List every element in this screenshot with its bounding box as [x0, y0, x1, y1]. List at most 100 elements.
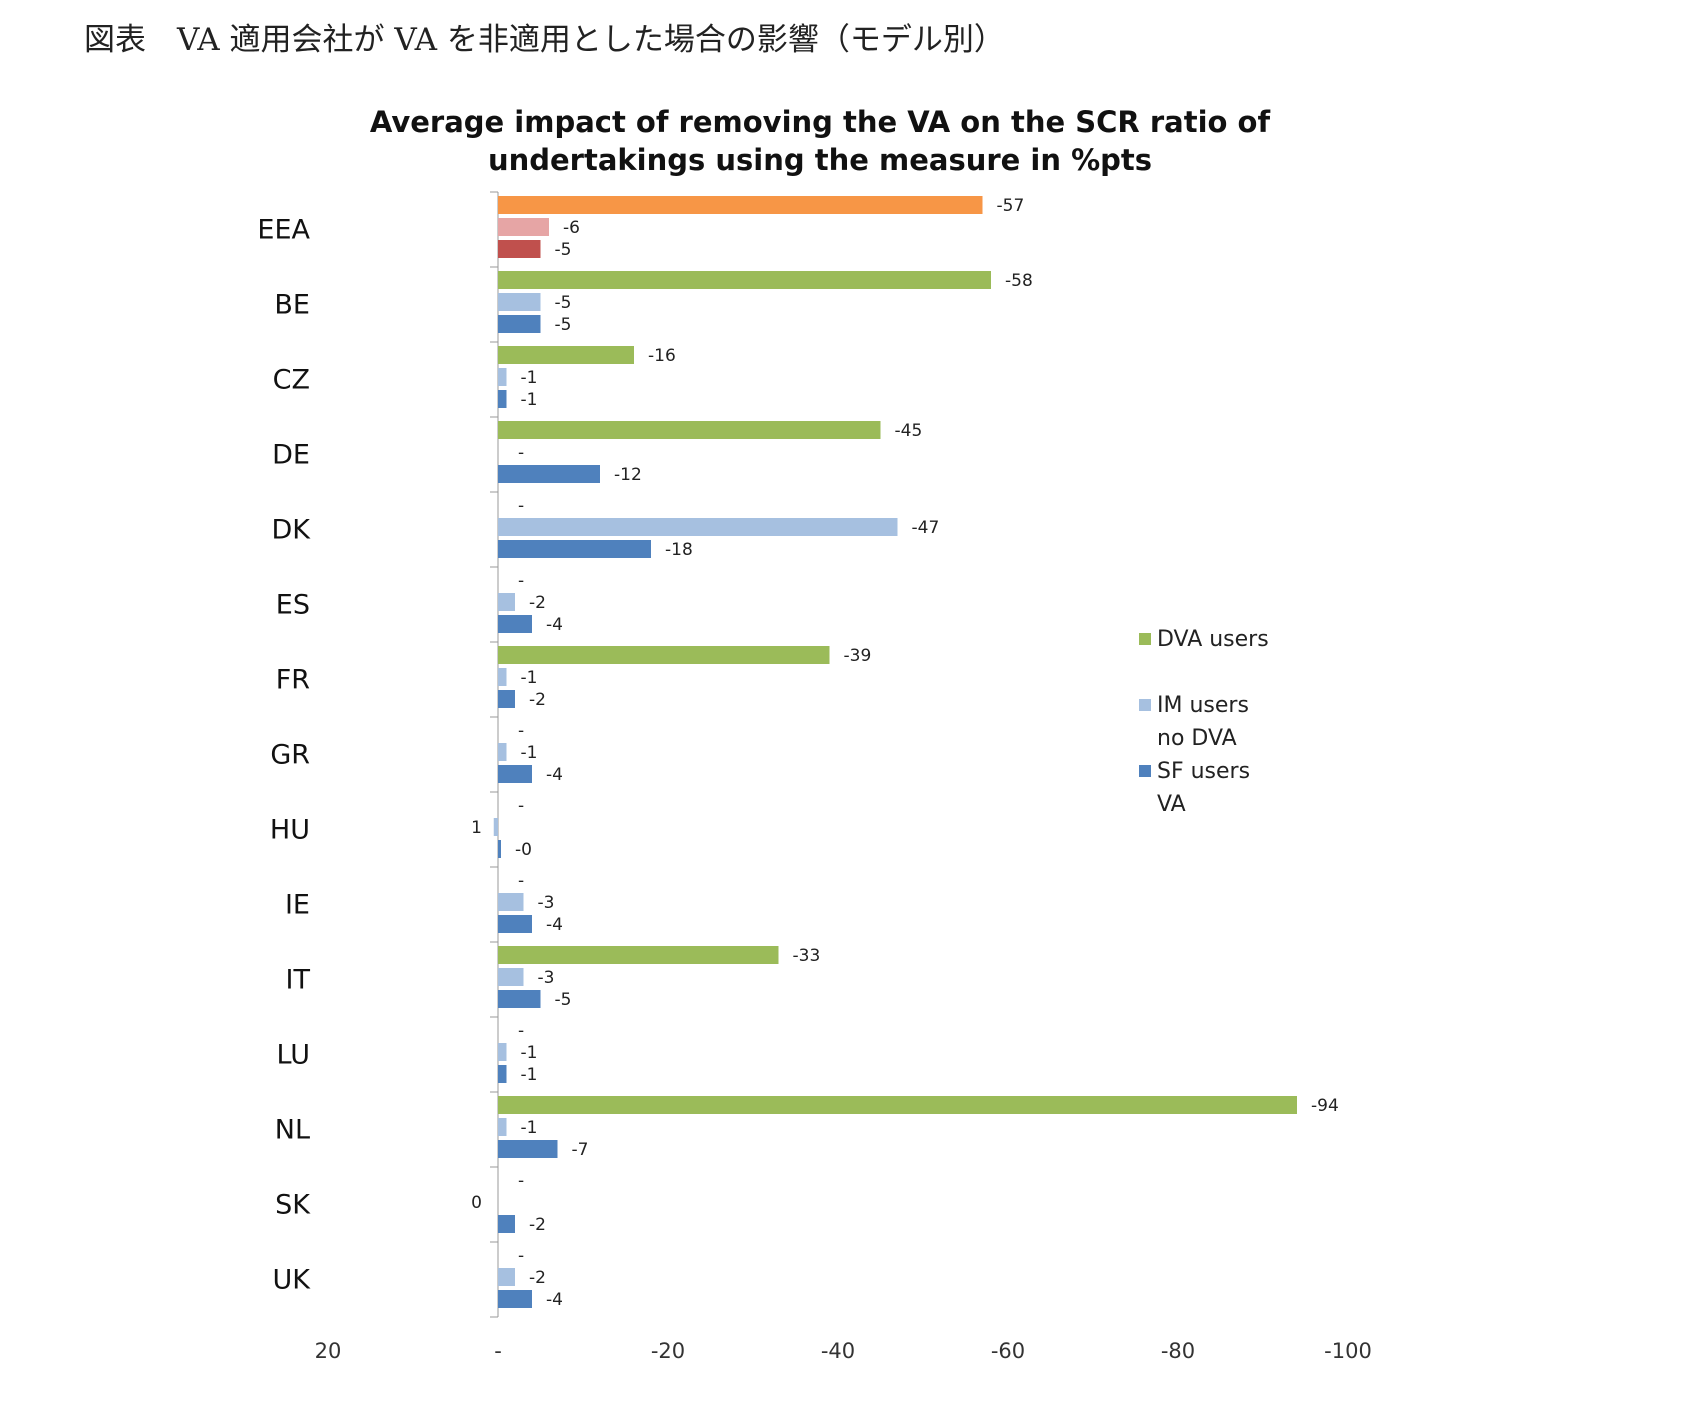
data-label-eea-sf-users-va: -5 — [555, 240, 572, 260]
x-tick-label: -80 — [1161, 1339, 1195, 1363]
chart-title: Average impact of removing the VA on the… — [370, 105, 1271, 177]
legend-swatch-dva-users — [1139, 633, 1151, 645]
data-label-hu-im-users-no-dva: 1 — [471, 818, 482, 838]
data-label-hu-sf-users-va: -0 — [515, 840, 532, 860]
data-label-be-sf-users-va: -5 — [555, 315, 572, 335]
data-label-gr-sf-users-va: -4 — [546, 765, 563, 785]
data-label-ie-dva-users: - — [518, 871, 524, 891]
bar-it-dva-users — [498, 946, 779, 964]
bar-fr-dva-users — [498, 646, 830, 664]
category-label-uk: UK — [273, 1265, 312, 1296]
chart-category-labels: EEA BE CZ DE DK ES FR GR HU IE IT LU NL SK UK — [257, 215, 311, 1296]
category-label-de: DE — [272, 440, 310, 471]
bar-lu-sf-users-va — [498, 1065, 507, 1083]
bar-ie-sf-users-va — [498, 915, 532, 933]
bar-eea-sf-users-va — [498, 240, 541, 258]
bar-it-im-users-no-dva — [498, 968, 524, 986]
data-label-uk-dva-users: - — [518, 1246, 524, 1266]
data-label-de-sf-users-va: -12 — [614, 465, 642, 485]
bar-gr-im-users-no-dva — [498, 743, 507, 761]
data-label-nl-sf-users-va: -7 — [572, 1140, 589, 1160]
bar-es-sf-users-va — [498, 615, 532, 633]
bar-nl-sf-users-va — [498, 1140, 558, 1158]
bar-gr-sf-users-va — [498, 765, 532, 783]
bar-de-dva-users — [498, 421, 881, 439]
category-label-hu: HU — [270, 815, 310, 846]
data-label-fr-sf-users-va: -2 — [529, 690, 546, 710]
category-label-eea: EEA — [257, 215, 310, 246]
bar-be-dva-users — [498, 271, 991, 289]
data-label-gr-dva-users: - — [518, 721, 524, 741]
bar-it-sf-users-va — [498, 990, 541, 1008]
category-label-nl: NL — [275, 1115, 310, 1146]
chart-title-line: undertakings using the measure in %pts — [488, 143, 1152, 177]
data-label-de-im-users-no-dva: - — [518, 443, 524, 463]
data-label-es-sf-users-va: -4 — [546, 615, 563, 635]
data-label-uk-im-users-no-dva: -2 — [529, 1268, 546, 1288]
bar-be-im-users-no-dva — [498, 293, 541, 311]
chart-axes — [490, 191, 499, 1318]
category-label-cz: CZ — [273, 365, 310, 396]
legend-label-im-users-no-dva: no DVA — [1157, 726, 1237, 751]
legend-swatch-sf-users-va — [1139, 765, 1151, 777]
legend-label-dva-users: DVA users — [1157, 627, 1269, 652]
category-label-be: BE — [274, 290, 310, 321]
data-label-sk-sf-users-va: -2 — [529, 1215, 546, 1235]
data-label-be-im-users-no-dva: -5 — [555, 293, 572, 313]
category-label-fr: FR — [276, 665, 310, 696]
data-label-cz-sf-users-va: -1 — [521, 390, 538, 410]
x-tick-label: -40 — [821, 1339, 855, 1363]
data-label-dk-dva-users: - — [518, 496, 524, 516]
category-label-lu: LU — [277, 1040, 310, 1071]
legend-swatch-im-users-no-dva — [1139, 699, 1151, 711]
bar-nl-im-users-no-dva — [498, 1118, 507, 1136]
data-label-es-dva-users: - — [518, 571, 524, 591]
bar-nl-dva-users — [498, 1096, 1297, 1114]
x-tick-label: 20 — [315, 1339, 342, 1363]
data-label-fr-im-users-no-dva: -1 — [521, 668, 538, 688]
data-label-it-im-users-no-dva: -3 — [538, 968, 555, 988]
bar-dk-im-users-no-dva — [498, 518, 898, 536]
data-label-nl-dva-users: -94 — [1311, 1096, 1339, 1116]
data-label-hu-dva-users: - — [518, 796, 524, 816]
chart-title-line: Average impact of removing the VA on the… — [370, 105, 1271, 139]
category-label-ie: IE — [285, 890, 310, 921]
bar-ie-im-users-no-dva — [498, 893, 524, 911]
legend-label-sf-users-va: VA — [1157, 792, 1186, 817]
chart-legend: DVA users IM users no DVA SF users VA — [1139, 627, 1269, 817]
data-label-ie-sf-users-va: -4 — [546, 915, 563, 935]
data-label-cz-im-users-no-dva: -1 — [521, 368, 538, 388]
bar-cz-sf-users-va — [498, 390, 507, 408]
category-label-it: IT — [286, 965, 311, 996]
category-label-sk: SK — [275, 1190, 311, 1221]
bar-be-sf-users-va — [498, 315, 541, 333]
category-label-es: ES — [276, 590, 310, 621]
bar-es-im-users-no-dva — [498, 593, 515, 611]
data-label-eea-dva-users: -57 — [997, 196, 1025, 216]
data-label-sk-dva-users: - — [518, 1171, 524, 1191]
chart-bars — [493, 196, 1297, 1308]
legend-label-sf-users-va: SF users — [1157, 759, 1250, 784]
bar-eea-im-users-no-dva — [498, 218, 549, 236]
data-label-sk-im-users-no-dva: 0 — [471, 1193, 482, 1213]
x-tick-label: -60 — [991, 1339, 1025, 1363]
bar-uk-im-users-no-dva — [498, 1268, 515, 1286]
category-label-gr: GR — [270, 740, 310, 771]
document-caption: 図表 VA 適用会社が VA を非適用とした場合の影響（モデル別） — [84, 22, 1005, 58]
bar-hu-im-users-no-dva — [493, 818, 498, 836]
bar-eea-dva-users — [498, 196, 983, 214]
bar-sk-sf-users-va — [498, 1215, 515, 1233]
data-label-nl-im-users-no-dva: -1 — [521, 1118, 538, 1138]
data-label-it-dva-users: -33 — [793, 946, 821, 966]
data-label-uk-sf-users-va: -4 — [546, 1290, 563, 1310]
bar-dk-sf-users-va — [498, 540, 651, 558]
data-label-lu-sf-users-va: -1 — [521, 1065, 538, 1085]
data-label-dk-im-users-no-dva: -47 — [912, 518, 940, 538]
data-label-gr-im-users-no-dva: -1 — [521, 743, 538, 763]
x-tick-label: -100 — [1324, 1339, 1372, 1363]
x-tick-label: -20 — [651, 1339, 685, 1363]
bar-uk-sf-users-va — [498, 1290, 532, 1308]
chart-tick-labels: 20 - -20 -40 -60 -80 -100 — [315, 1339, 1372, 1363]
data-label-fr-dva-users: -39 — [844, 646, 872, 666]
